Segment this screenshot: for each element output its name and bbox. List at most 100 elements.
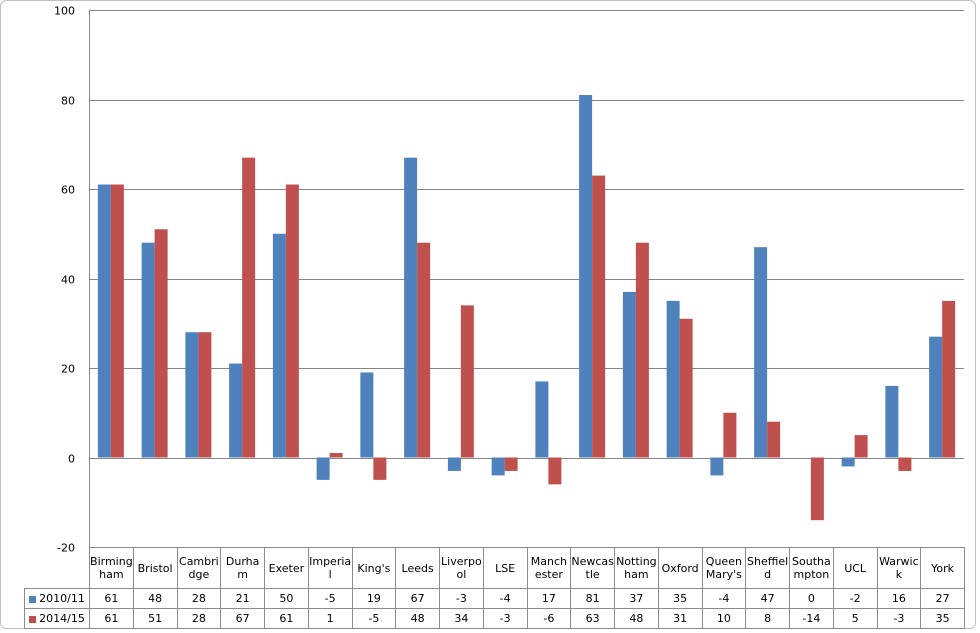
category-label: LSE [482,547,528,589]
bar-2014-15-15 [767,421,781,458]
bar-2014-15-14 [723,412,737,458]
bar-2010-11-8 [447,457,461,471]
data-label: 28 [176,608,222,629]
data-label: 8 [745,608,790,629]
bar-2014-15-18 [898,457,912,471]
data-label: 48 [132,588,178,609]
bar-2014-15-5 [329,453,343,458]
data-label: 31 [657,608,703,629]
y-tick-label: 100 [54,5,75,18]
bar-2010-11-12 [622,291,636,458]
data-label: 16 [876,588,922,609]
bar-2010-11-1 [141,242,155,458]
bar-2014-15-3 [242,157,256,458]
category-label: Newcastle [570,547,615,589]
legend-entry: 2014/15 [24,608,90,629]
data-table: Birmingham Bristol Cambridge Durham Exeter Im… [24,547,965,629]
data-label: 34 [439,608,484,629]
bar-2014-15-1 [154,229,168,458]
category-label: Sheffield [745,547,790,589]
data-label: 1 [307,608,353,629]
bar-2010-11-3 [229,363,243,458]
bar-2010-11-15 [754,247,768,458]
data-label: -2 [832,588,878,609]
category-label: Warwick [876,547,922,589]
data-label: 67 [395,588,440,609]
data-label: -5 [351,608,397,629]
category-label: King's [351,547,397,589]
data-label: -5 [307,588,353,609]
category-label: York [920,547,965,589]
category-label: Southampton [789,547,834,589]
y-tick-label: 40 [61,274,75,287]
bar-2010-11-13 [666,300,680,458]
data-label: -3 [876,608,922,629]
category-label: Manchester [526,547,572,589]
bar-2010-11-11 [579,95,593,458]
bar-2014-15-4 [285,184,299,458]
table-row: 2014/15 61 51 28 67 61 1 -5 48 34 -3 -6 63 48 31 10 8 -14… [24,608,965,629]
bar-2014-15-9 [504,457,518,471]
bar-2010-11-10 [535,381,549,458]
data-label: 21 [220,588,265,609]
bar-2014-15-19 [942,300,956,458]
legend-entry: 2010/11 [24,588,90,609]
bar-2014-15-8 [460,305,474,458]
bar-2010-11-2 [185,332,199,458]
data-label: 48 [395,608,440,629]
data-label: 27 [920,588,965,609]
y-tick-label: 0 [68,453,75,466]
data-label: 37 [614,588,659,609]
data-label: 19 [351,588,397,609]
data-label: 5 [832,608,878,629]
category-label: Durham [220,547,265,589]
category-label: Imperial [307,547,353,589]
data-label: -4 [482,588,528,609]
y-tick-label: 60 [61,184,75,197]
bar-2010-11-17 [841,457,855,467]
data-label: 47 [745,588,790,609]
bar-2010-11-19 [929,336,943,458]
data-label: 51 [132,608,178,629]
legend-key [29,595,37,603]
bar-2010-11-6 [360,372,374,458]
bar-2014-15-16 [810,457,824,521]
bar-2014-15-6 [373,457,387,480]
data-label: 28 [176,588,222,609]
data-label: 61 [89,588,134,609]
y-tick-label: 80 [61,95,75,108]
bar-2014-15-10 [548,457,562,485]
data-label: 50 [264,588,309,609]
bar-2014-15-7 [417,242,431,458]
category-label: Leeds [395,547,440,589]
category-label: Queen Mary's [701,547,747,589]
category-label: Bristol [132,547,178,589]
data-label: 35 [657,588,703,609]
legend-key [29,615,37,623]
data-label: 10 [701,608,747,629]
data-label: -3 [439,588,484,609]
bar-2010-11-4 [272,233,286,458]
category-label: Nottingham [614,547,659,589]
data-label: -14 [789,608,834,629]
bar-2014-15-17 [854,435,868,458]
table-row: 2010/11 61 48 28 21 50 -5 19 67 -3 -4 17 81 37 35 -4 47 0… [24,588,965,609]
data-label: -4 [701,588,747,609]
table-corner [24,547,90,589]
bar-2010-11-9 [491,457,505,476]
category-label: Oxford [657,547,703,589]
series-name: 2014/15 [39,612,85,625]
bar-2010-11-5 [316,457,330,480]
data-label: -6 [526,608,572,629]
bar-2014-15-2 [198,332,212,458]
category-label: Birmingham [89,547,134,589]
data-label: -3 [482,608,528,629]
data-label: 61 [264,608,309,629]
y-tick-label: 20 [61,363,75,376]
data-label: 17 [526,588,572,609]
bar-2014-15-0 [110,184,124,458]
data-label: 35 [920,608,965,629]
category-label: Exeter [264,547,309,589]
data-label: 48 [614,608,659,629]
